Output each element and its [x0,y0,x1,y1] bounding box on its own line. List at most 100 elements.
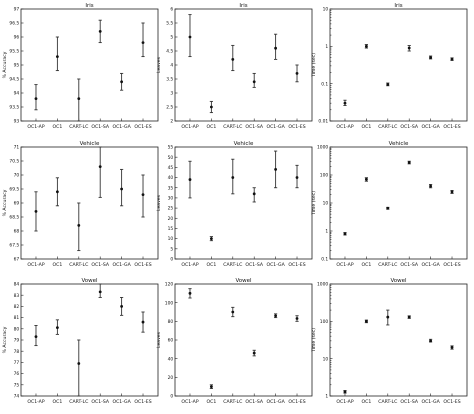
chart-8-xtick-label-oc1-es: OC1-ES [288,399,305,405]
chart-2-ytick-label-5: 4.5 [166,49,173,55]
chart-4-ytick-label-2: 68 [14,229,20,235]
chart-7-ytick-label-6: 80 [14,326,20,332]
chart-5-ytick-label-7: 35 [168,185,174,191]
chart-3: Iris Time (sec) 0.01 0.1 1 10 OC1-AP OC1 CART-LC… [311,3,468,130]
chart-7-ytick-label-4: 78 [14,349,20,355]
chart-6-ytick-label-2: 10 [323,201,329,207]
chart-2-title: Iris [239,3,247,9]
chart-6-xtick-label-oc1-ap: OC1-AP [336,262,353,268]
chart-8-ytick-label-1: 20 [168,375,174,381]
chart-9-point-oc1-ap [343,390,347,394]
chart-2-plot-frame [174,8,313,122]
chart-1-title: Iris [85,3,93,9]
chart-8-ytick-label-5: 100 [165,300,174,306]
chart-1-xtick-label-cart-lc: CART-LC [69,124,88,130]
chart-6-title: Vehicle [389,141,409,147]
chart-5-plot-frame [174,146,313,260]
chart-8-xtick-label-oc1-ga: OC1-GA [266,399,285,405]
chart-7-xtick-label-oc1-ga: OC1-GA [112,399,131,405]
chart-4-ytick-label-6: 70 [14,173,20,179]
chart-6-ytick-label-1: 1 [325,229,328,235]
chart-1-xtick-label-oc1-es: OC1-ES [134,124,151,130]
chart-8-xtick-label-oc1-sa: OC1-SA [245,399,263,405]
chart-2-xtick-label-oc1-sa: OC1-SA [245,124,263,130]
chart-2-point-oc1-ap [188,35,192,39]
chart-5-point-oc1 [209,237,213,241]
chart-7-point-oc1-ap [34,335,38,339]
chart-2: Iris Leaves 2 2.5 3 3.5 4 4.5 5 5.5 6 OC1-AP OC1 CART… [156,3,313,130]
chart-3-plot-frame [329,8,468,122]
chart-6-point-oc1-ap [343,232,347,236]
chart-9-point-cart-lc [386,315,390,319]
chart-8-point-oc1 [209,385,213,389]
chart-2-xtick-label-oc1-ap: OC1-AP [181,124,198,130]
chart-6-xtick-label-oc1-es: OC1-ES [443,262,460,268]
chart-4-plot-frame [20,146,159,260]
chart-8-xtick-label-oc1: OC1 [207,399,217,405]
chart-6-ylabel: Time (sec) [311,191,317,216]
chart-5-xtick-label-oc1-ap: OC1-AP [181,262,198,268]
chart-6-ytick-label-3: 100 [320,173,329,179]
chart-9-ytick-label-2: 100 [320,319,329,325]
chart-5-point-cart-lc [231,176,235,179]
chart-2-ytick-label-2: 3 [170,91,173,97]
chart-1-xtick-label-oc1: OC1 [53,124,63,130]
chart-5-point-oc1-es [295,176,299,179]
chart-6-plot-frame [329,146,468,260]
chart-9-point-oc1 [364,319,368,323]
chart-4-xtick-label-cart-lc: CART-LC [69,262,88,268]
chart-9-plot-frame [329,283,468,397]
chart-3-ytick-label-3: 10 [323,7,329,13]
chart-7-ytick-label-2: 76 [14,371,20,377]
chart-7-ylabel: % Accuracy [2,326,8,353]
chart-8-point-oc1-ga [274,314,278,318]
chart-1-ytick-label-0: 93 [14,119,20,125]
chart-1-ylabel: % Accuracy [2,51,8,78]
chart-2-xtick-label-cart-lc: CART-LC [223,124,242,130]
chart-6-point-oc1-es [450,190,454,194]
chart-5-ytick-label-0: 0 [170,257,173,263]
chart-3-xtick-label-oc1: OC1 [362,124,372,130]
chart-9-ytick-label-3: 1000 [317,282,328,288]
chart-3-xtick-label-oc1-ap: OC1-AP [336,124,353,130]
chart-6-point-cart-lc [386,206,390,210]
chart-4-xtick-label-oc1-es: OC1-ES [134,262,151,268]
chart-9-xtick-label-oc1: OC1 [362,399,372,405]
chart-1-point-oc1-es [141,41,145,44]
chart-3-point-oc1-ga [429,56,433,59]
chart-9-xtick-label-oc1-ap: OC1-AP [336,399,353,405]
chart-5-ytick-label-4: 20 [168,216,174,222]
chart-4: Vehicle % Accuracy 67 67.5 68 68.5 69 69.5 70 70.… [2,141,159,268]
chart-3-xtick-label-cart-lc: CART-LC [378,124,397,130]
chart-8-point-oc1-ap [188,291,192,295]
chart-6-point-oc1 [364,177,368,181]
chart-8-ytick-label-4: 80 [168,319,174,325]
chart-7-ytick-label-7: 81 [14,315,20,321]
chart-8-ytick-label-3: 60 [168,338,174,344]
chart-8-ytick-label-0: 0 [170,394,173,400]
chart-5-ytick-label-11: 55 [168,145,174,151]
chart-7-point-oc1-ga [120,305,124,308]
chart-9-xtick-label-oc1-ga: OC1-GA [421,399,440,405]
chart-1-ytick-label-5: 95.5 [9,49,19,55]
chart-7-point-cart-lc [77,362,81,365]
chart-5-ytick-label-10: 50 [168,155,174,161]
chart-4-point-oc1-ga [120,187,124,191]
chart-4-point-cart-lc [77,224,81,227]
chart-8-title: Vowel [235,278,252,284]
chart-7-xtick-label-oc1-ap: OC1-AP [27,399,44,405]
chart-5-point-oc1-ap [188,178,192,181]
chart-4-xtick-label-oc1-ap: OC1-AP [27,262,44,268]
chart-1-xtick-label-oc1-sa: OC1-SA [91,124,109,130]
chart-2-ytick-label-1: 2.5 [166,105,173,111]
chart-1-ytick-label-6: 96 [14,35,20,41]
chart-5-ytick-label-5: 25 [168,206,174,212]
chart-1-ytick-label-7: 96.5 [9,21,19,27]
chart-5-ytick-label-8: 40 [168,175,174,181]
chart-7-point-oc1-sa [98,290,102,294]
chart-9: Vowel Time (sec) 1 10 100 1000 OC1-AP OC1 CART-L… [311,278,468,405]
chart-8-ytick-label-6: 120 [165,282,174,288]
chart-9-point-oc1-es [450,346,454,349]
chart-1-ytick-label-8: 97 [14,7,20,13]
chart-3-ytick-label-1: 0.1 [321,81,328,87]
